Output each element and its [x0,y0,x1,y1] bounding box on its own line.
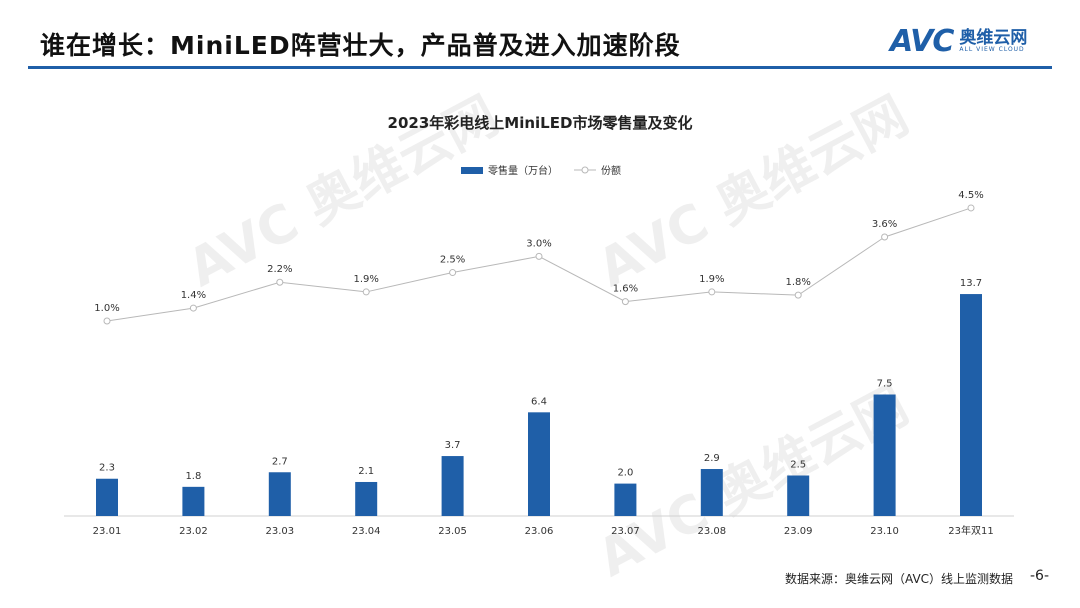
x-tick-label: 23.05 [438,526,467,537]
page-title: 谁在增长：MiniLED阵营壮大，产品普及进入加速阶段 [40,31,681,60]
share-point [189,304,197,312]
bar-label: 6.4 [531,396,547,407]
share-label: 1.4% [181,290,206,301]
bar [441,456,464,516]
logo-brand: AVC [890,24,954,59]
x-tick-label: 23.07 [611,526,640,537]
share-label: 1.9% [353,274,378,285]
bar-label: 2.5 [790,460,806,471]
header-rule [28,66,1052,69]
x-tick-label: 23.06 [525,526,554,537]
bar-label: 2.3 [99,463,115,474]
bar-label: 2.0 [617,468,633,479]
bar [787,475,810,516]
bar-label: 1.8 [185,471,201,482]
share-point [535,252,543,260]
logo-name-en: ALL VIEW CLOUD [959,46,1025,53]
logo: AVC 奥维云网 ALL VIEW CLOUD [890,24,1027,59]
bar-label: 7.5 [877,379,893,390]
legend-line-marker [581,166,589,174]
x-tick-label: 23.04 [352,526,381,537]
share-point [708,288,716,296]
share-line [106,207,972,322]
share-point [449,269,457,277]
bar-label: 2.9 [704,453,720,464]
share-label: 3.6% [872,219,897,230]
share-point [794,291,802,299]
bar [528,412,550,516]
chart-title: 2023年彩电线上MiniLED市场零售量及变化 [388,114,693,132]
bar-label: 2.1 [358,466,374,477]
share-point [881,233,889,241]
x-tick-label: 23.08 [697,526,726,537]
share-point [276,278,284,286]
share-label: 1.8% [785,277,810,288]
share-label: 1.6% [613,284,638,295]
share-label: 2.2% [267,264,292,275]
bar [268,472,291,516]
bar [700,469,723,516]
share-label: 4.5% [958,190,983,201]
share-point [103,317,111,325]
share-label: 1.0% [94,303,119,314]
bar [182,486,205,516]
bar-label: 2.7 [272,456,288,467]
share-point [967,204,975,212]
x-tick-label: 23.01 [93,526,122,537]
bar-label: 13.7 [960,278,982,289]
logo-name-cn: 奥维云网 [959,28,1028,48]
page-number: -6- [1030,568,1050,584]
legend-bar-label: 零售量（万台） [488,164,558,177]
x-tick-label: 23.09 [784,526,813,537]
data-source: 数据来源：奥维云网（AVC）线上监测数据 [785,572,1014,586]
bar [614,483,637,516]
legend-line-label: 份额 [601,164,621,177]
share-label: 2.5% [440,255,465,266]
bar [96,478,118,516]
share-label: 1.9% [699,274,724,285]
bar [960,294,982,516]
x-tick-label: 23年双11 [948,524,993,537]
x-tick-label: 23.10 [870,526,899,537]
legend-bar-swatch [461,167,483,174]
share-label: 3.0% [526,238,551,249]
bar [873,394,896,516]
bar [355,481,378,516]
share-point [621,298,629,306]
x-tick-label: 23.02 [179,526,208,537]
share-point [362,288,370,296]
x-tick-label: 23.03 [265,526,294,537]
bar-label: 3.7 [445,440,461,451]
